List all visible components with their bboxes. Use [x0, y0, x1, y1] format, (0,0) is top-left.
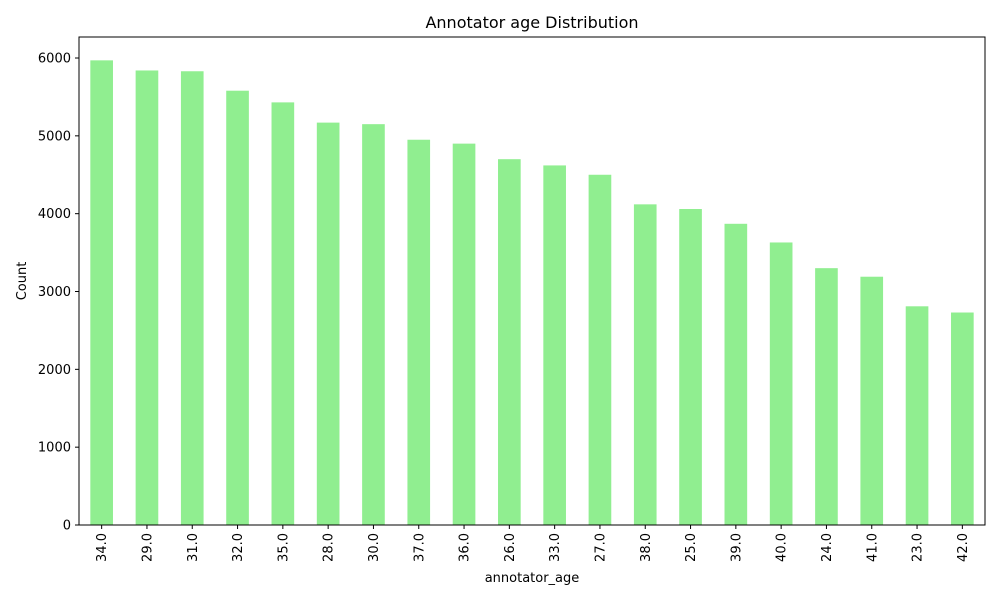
x-tick-label-32.0: 32.0 — [231, 533, 246, 562]
x-tick-label-41.0: 41.0 — [865, 533, 880, 562]
y-tick-label-6000: 6000 — [38, 52, 71, 67]
y-axis: 0 1000 2000 3000 4000 5000 6000 — [38, 52, 79, 534]
bar-29.0 — [135, 70, 159, 525]
bar-23.0 — [905, 306, 929, 525]
bar-34.0 — [90, 60, 113, 525]
y-axis-label: Count — [15, 262, 30, 301]
chart-title: Annotator age Distribution — [425, 13, 638, 32]
y-tick-label-1000: 1000 — [38, 441, 71, 456]
bar-31.0 — [180, 71, 204, 525]
bar-40.0 — [769, 242, 793, 525]
x-tick-label-38.0: 38.0 — [639, 533, 654, 562]
bar-41.0 — [860, 276, 884, 525]
x-tick-label-25.0: 25.0 — [684, 533, 699, 562]
x-axis-label: annotator_age — [485, 571, 580, 586]
plot-area-frame — [78, 36, 986, 526]
bar-42.0 — [951, 312, 974, 525]
x-tick-label-40.0: 40.0 — [775, 533, 790, 562]
y-tick-label-0: 0 — [63, 519, 71, 534]
bar-30.0 — [362, 124, 385, 526]
x-axis: 34.0 29.0 31.0 32.0 35.0 28.0 30.0 37.0 36.0 26.0… — [95, 525, 971, 562]
bar-27.0 — [588, 174, 612, 525]
y-tick-label-5000: 5000 — [38, 129, 71, 144]
x-tick-label-24.0: 24.0 — [820, 533, 835, 562]
x-tick-label-34.0: 34.0 — [95, 533, 110, 562]
bar-38.0 — [633, 204, 657, 525]
y-tick-label-2000: 2000 — [38, 363, 71, 378]
bar-36.0 — [452, 143, 476, 525]
x-tick-label-31.0: 31.0 — [186, 533, 201, 562]
x-tick-label-27.0: 27.0 — [593, 533, 608, 562]
bar-37.0 — [407, 139, 431, 526]
bar-25.0 — [679, 209, 702, 525]
y-tick-label-3000: 3000 — [38, 285, 71, 300]
x-tick-label-37.0: 37.0 — [412, 533, 427, 562]
x-tick-label-42.0: 42.0 — [956, 533, 971, 562]
bar-33.0 — [543, 165, 566, 526]
bars-group — [90, 60, 974, 526]
bar-35.0 — [271, 102, 295, 525]
bar-32.0 — [226, 90, 249, 525]
bar-28.0 — [316, 122, 340, 526]
x-tick-label-28.0: 28.0 — [322, 533, 337, 562]
y-tick-label-4000: 4000 — [38, 207, 71, 222]
x-tick-label-29.0: 29.0 — [140, 533, 155, 562]
bar-39.0 — [724, 223, 748, 526]
x-tick-label-33.0: 33.0 — [548, 533, 563, 562]
bar-26.0 — [498, 159, 521, 525]
x-tick-label-23.0: 23.0 — [911, 533, 926, 562]
bar-24.0 — [815, 268, 838, 525]
x-tick-label-39.0: 39.0 — [729, 533, 744, 562]
x-tick-label-26.0: 26.0 — [503, 533, 518, 562]
x-tick-label-35.0: 35.0 — [276, 533, 291, 562]
x-tick-label-36.0: 36.0 — [458, 533, 473, 562]
x-tick-label-30.0: 30.0 — [367, 533, 382, 562]
